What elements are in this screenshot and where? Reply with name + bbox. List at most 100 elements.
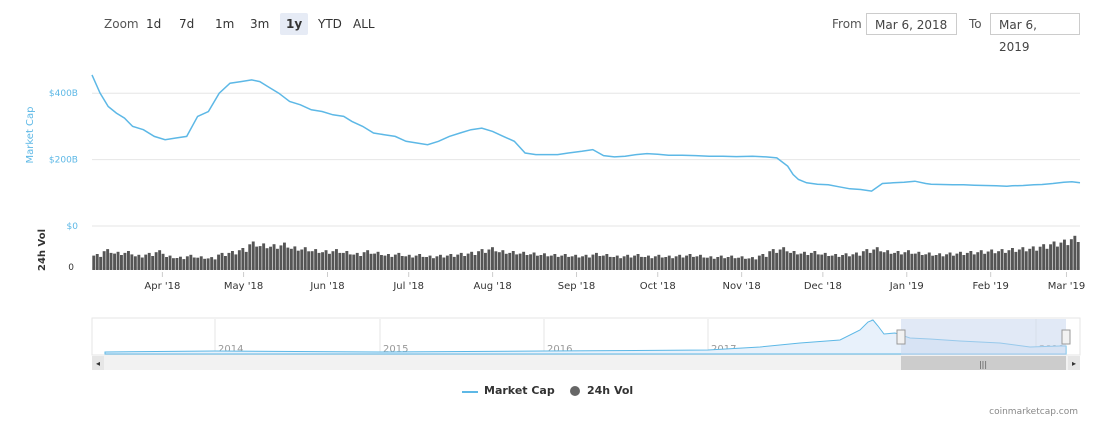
volume-bar <box>435 256 439 270</box>
volume-bar <box>182 259 186 270</box>
volume-bar <box>321 252 324 270</box>
x-tick-label: Mar '19 <box>1048 281 1086 292</box>
credit-link[interactable]: coinmarketcap.com <box>989 407 1078 417</box>
y-axis-ticks: $0 $200B $400B <box>49 89 78 232</box>
scroll-right-button[interactable] <box>1068 356 1080 370</box>
volume-bar <box>390 256 394 270</box>
x-tick-label: Sep '18 <box>558 281 596 292</box>
from-date-input[interactable]: Mar 6, 2018 <box>866 13 957 35</box>
legend-volume[interactable]: 24h Vol <box>587 384 634 397</box>
volume-bar <box>598 256 602 270</box>
volume-bar <box>952 255 955 270</box>
volume-bar <box>647 255 650 270</box>
volume-bar <box>161 253 165 270</box>
volume-bar <box>927 252 931 270</box>
zoom-7d-button[interactable]: 7d <box>179 17 195 31</box>
volume-bar <box>591 254 595 270</box>
volume-bar <box>1031 246 1035 270</box>
volume-bar <box>861 251 865 270</box>
volume-bar <box>1076 242 1080 270</box>
volume-bar <box>934 255 938 270</box>
volume-bar <box>789 252 792 270</box>
navigator-selected-range[interactable] <box>901 319 1066 355</box>
volume-bar <box>421 256 425 270</box>
volume-bar <box>1004 252 1007 270</box>
volume-bar <box>338 252 342 270</box>
volume-bar <box>865 249 869 270</box>
volume-bar <box>269 246 272 270</box>
navigator-year-label: 2016 <box>547 344 572 355</box>
volume-bar <box>293 246 297 270</box>
volume-bar <box>369 253 373 270</box>
volume-bar <box>986 251 990 270</box>
navigator-scrollbar-track[interactable] <box>92 356 1080 370</box>
volume-bar <box>196 257 200 270</box>
volume-bar <box>549 255 553 270</box>
navigator-year-label: 2015 <box>383 344 408 355</box>
volume-bar <box>751 257 754 270</box>
legend-market-cap[interactable]: Market Cap <box>484 384 555 397</box>
volume-bar <box>355 252 359 270</box>
x-axis-ticks: Apr '18 May '18 Jun '18 Jul '18 Aug '18 Sep '… <box>144 272 1085 292</box>
volume-bar <box>712 258 716 270</box>
navigator-left-handle[interactable] <box>896 329 906 345</box>
volume-bar <box>823 252 827 270</box>
volume-bar <box>969 251 973 270</box>
volume-bar <box>359 256 363 270</box>
volume-bar <box>667 255 671 270</box>
volume-bar <box>335 249 338 270</box>
navigator[interactable]: 201420152016201720182019 ||| ◂ ▸ <box>91 317 1081 370</box>
volume-bar <box>151 256 155 270</box>
volume-bar <box>442 257 446 270</box>
volume-bar <box>1069 239 1073 270</box>
volume-bar <box>910 253 914 270</box>
volume-bar <box>1000 249 1004 270</box>
zoom-ytd-button[interactable]: YTD <box>318 17 342 31</box>
navigator-scrollbar-thumb[interactable] <box>901 356 1066 370</box>
volume-bar <box>757 255 761 270</box>
zoom-1m-button[interactable]: 1m <box>215 17 235 31</box>
volume-bar <box>875 247 879 270</box>
volume-bar <box>1045 248 1049 270</box>
scroll-left-button[interactable] <box>92 356 104 370</box>
volume-bar <box>868 252 872 270</box>
zoom-all-button[interactable]: ALL <box>353 17 375 31</box>
volume-bar <box>664 257 668 270</box>
zoom-label: Zoom <box>104 17 139 31</box>
volume-bar <box>962 255 966 270</box>
zoom-3m-button[interactable]: 3m <box>250 17 270 31</box>
volume-bar <box>799 253 803 270</box>
zoom-1y-button[interactable]: 1y <box>280 13 309 35</box>
volume-bar <box>109 252 113 270</box>
volume-bar <box>1073 235 1077 270</box>
volume-axis-ticks: 0 <box>68 263 74 273</box>
market-cap-line <box>91 74 1081 192</box>
volume-bar <box>1035 250 1039 270</box>
volume-bar <box>314 249 318 270</box>
volume-bar <box>470 251 474 270</box>
volume-bar <box>563 254 567 270</box>
zoom-1d-button[interactable]: 1d <box>146 17 162 31</box>
navigator-right-handle[interactable] <box>1061 329 1071 345</box>
volume-bar <box>699 254 702 270</box>
x-tick-label: Aug '18 <box>474 281 512 292</box>
volume-bar <box>328 253 331 270</box>
volume-bar <box>660 257 664 270</box>
volume-bar <box>553 254 557 270</box>
volume-bar <box>872 249 876 270</box>
volume-bar <box>276 248 279 270</box>
volume-bar <box>889 253 893 270</box>
volume-bar <box>577 257 581 270</box>
volume-bar <box>768 251 772 270</box>
volume-bar <box>671 258 675 270</box>
volume-bar <box>120 255 123 270</box>
to-date-input[interactable]: Mar 6, 2019 <box>990 13 1080 54</box>
legend-line-icon <box>462 391 478 393</box>
volume-bar <box>345 251 349 270</box>
volume-bar <box>445 255 449 270</box>
volume-bar <box>640 256 643 270</box>
volume-bar <box>601 255 605 270</box>
volume-bar <box>1014 251 1018 270</box>
volume-bar <box>147 252 151 270</box>
